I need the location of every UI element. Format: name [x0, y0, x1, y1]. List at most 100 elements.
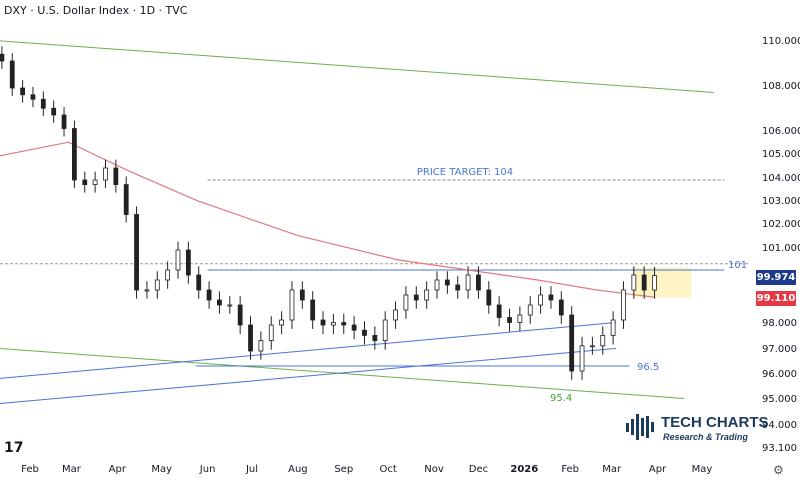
candle [507, 317, 512, 323]
candle [527, 304, 533, 316]
candle [341, 322, 347, 326]
candle [217, 299, 222, 306]
time-tick-label: 2026 [510, 464, 539, 475]
candle [413, 294, 419, 301]
candle [476, 274, 481, 291]
candle [196, 274, 202, 291]
candle [496, 304, 502, 318]
time-tick-label: May [691, 464, 713, 475]
candle [621, 289, 626, 321]
candle [558, 299, 564, 316]
candle [652, 275, 657, 291]
channel-upper-line [0, 40, 714, 93]
candle [289, 289, 295, 321]
time-tick-label: Mar [62, 464, 81, 475]
time-tick-label: Sep [334, 464, 354, 475]
price-tick-label: 96.000 [762, 369, 797, 380]
trend-1-line [0, 322, 617, 379]
moving-average-line [0, 141, 655, 298]
price-tick-label: 98.000 [762, 318, 797, 329]
price-tick-label: 101.000 [762, 243, 800, 254]
candle [51, 107, 57, 116]
time-tick-label: Feb [21, 464, 39, 475]
candle [610, 319, 616, 336]
tradingview-logo[interactable]: 17 [4, 440, 24, 456]
candle [92, 179, 98, 185]
candle [206, 289, 212, 301]
candle [30, 94, 36, 100]
candle [227, 304, 233, 307]
time-tick-label: Aug [288, 464, 308, 475]
candle [279, 319, 285, 326]
last-price-tag: 99.974 [756, 270, 796, 285]
candle [185, 249, 191, 276]
candle [600, 334, 606, 347]
tech-charts-logo: TECH CHARTS Research & Trading [625, 412, 769, 446]
price-tick-label: 95.000 [762, 394, 797, 405]
price-target-label: PRICE TARGET: 104 [417, 167, 513, 178]
candle [444, 279, 450, 286]
candle [175, 249, 181, 271]
candle [144, 289, 150, 292]
candle [113, 167, 119, 186]
candle [434, 279, 440, 291]
candle [393, 309, 398, 321]
trend-2-line [0, 347, 617, 405]
candle [103, 167, 108, 181]
label-96-5: 96.5 [637, 362, 659, 373]
time-tick-label: May [151, 464, 173, 475]
candle [310, 299, 316, 321]
candle [40, 98, 46, 109]
candle [320, 319, 326, 326]
settings-icon[interactable]: ⚙ [773, 463, 784, 477]
time-tick-label: Nov [424, 464, 444, 475]
price-tick-label: 93.100 [762, 443, 797, 454]
candle [268, 324, 274, 341]
time-tick-label: Jul [245, 464, 259, 475]
candle [579, 345, 585, 372]
candle [299, 289, 305, 301]
logo-tagline: Research & Trading [663, 432, 748, 442]
candle [258, 340, 264, 352]
candle [123, 184, 129, 215]
candle [61, 114, 67, 129]
candle [590, 345, 595, 348]
candle [9, 60, 15, 89]
time-tick-label: Dec [468, 464, 489, 475]
candle [424, 289, 430, 301]
time-tick-label: Mar [602, 464, 622, 475]
candle [403, 294, 409, 311]
logo-name: TECH CHARTS [661, 414, 769, 431]
price-tick-label: 110.000 [762, 36, 800, 47]
candle [517, 314, 523, 323]
candle [82, 179, 88, 185]
price-tick-label: 104.000 [762, 173, 800, 184]
candle [486, 289, 492, 306]
candle [372, 334, 378, 341]
time-tick-label: Jun [199, 464, 216, 475]
logo-bars-icon [626, 414, 654, 440]
candle [569, 314, 575, 372]
price-tick-label: 94.000 [762, 420, 797, 431]
label-101: 101 [728, 260, 747, 271]
candle [0, 53, 5, 62]
candle [237, 304, 243, 326]
candle [362, 329, 367, 336]
candle [134, 214, 139, 291]
candle [548, 294, 554, 301]
candle [631, 274, 637, 291]
time-tick-label: Apr [648, 464, 667, 475]
time-tick-label: Apr [108, 464, 126, 475]
candle [72, 128, 77, 181]
ma-price-tag: 99.110 [756, 291, 796, 306]
time-tick-label: Oct [379, 464, 397, 475]
candle [455, 284, 461, 291]
highlight-box [632, 267, 692, 298]
price-tick-label: 103.000 [762, 196, 800, 207]
candle [330, 322, 336, 326]
candle [165, 269, 171, 281]
price-tick-label: 102.000 [762, 219, 800, 230]
label-95-4: 95.4 [550, 393, 572, 404]
